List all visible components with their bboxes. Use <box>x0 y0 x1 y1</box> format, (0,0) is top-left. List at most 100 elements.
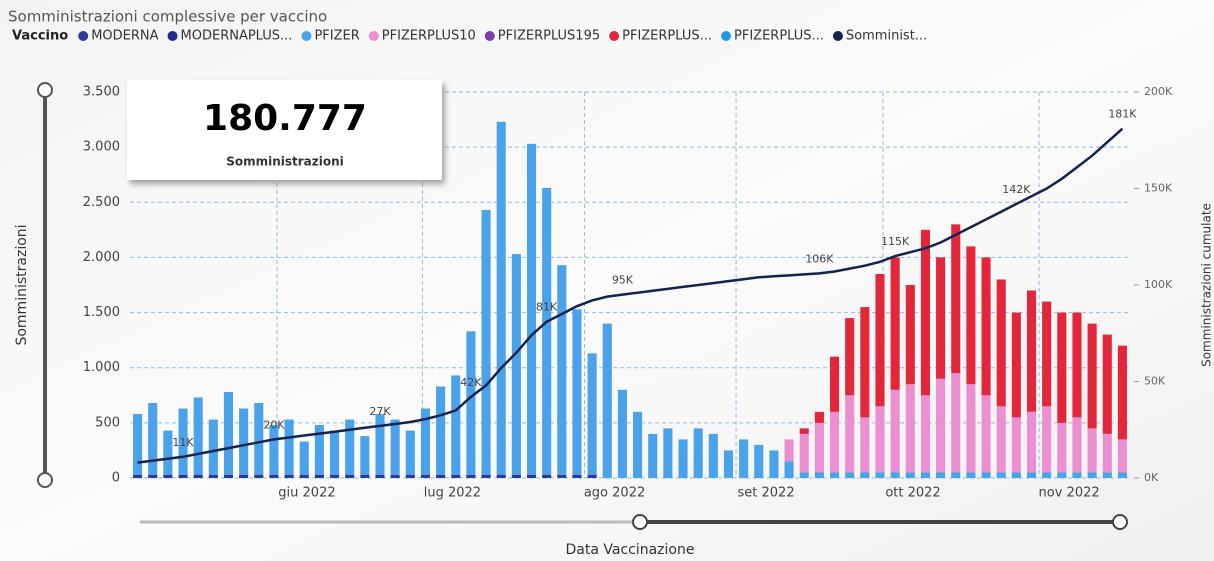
bar <box>208 474 218 478</box>
bar <box>799 433 809 473</box>
y-tick-label: 500 <box>95 415 120 430</box>
bar <box>420 474 430 478</box>
legend-label: MODERNA <box>91 29 158 44</box>
bar <box>223 474 234 478</box>
bar <box>299 474 309 478</box>
bar <box>814 422 824 473</box>
bar <box>360 474 370 478</box>
bar <box>875 406 885 473</box>
bar <box>920 472 930 478</box>
bar <box>405 430 415 475</box>
bar <box>239 474 249 478</box>
bar <box>617 389 627 478</box>
data-label: 95K <box>612 274 634 287</box>
bar <box>254 403 264 475</box>
legend-title: Vaccino <box>12 29 68 44</box>
legend-label: PFIZERPLUS... <box>622 29 712 44</box>
bar <box>511 474 521 478</box>
data-label: 11K <box>172 436 194 449</box>
bar <box>905 285 915 385</box>
bar <box>451 474 461 478</box>
x-tick-label: lug 2022 <box>424 486 481 501</box>
kpi-card: 180.777 Somministrazioni <box>127 80 442 180</box>
bar <box>587 474 597 478</box>
kpi-value: 180.777 <box>203 98 367 139</box>
bar <box>148 474 158 478</box>
bar <box>1087 472 1097 478</box>
bar <box>981 472 991 478</box>
x-tick-label: ago 2022 <box>584 486 645 501</box>
bar <box>314 474 324 478</box>
y2-tick-label: 100K <box>1144 278 1173 291</box>
bar <box>223 391 234 475</box>
bar <box>481 210 491 475</box>
bar <box>496 474 506 478</box>
bar <box>254 474 264 478</box>
slider-handle[interactable] <box>1112 514 1128 530</box>
bar <box>345 474 355 478</box>
bar <box>1011 312 1021 418</box>
bar <box>284 474 294 478</box>
bar <box>511 254 521 475</box>
bar <box>148 403 158 475</box>
bar <box>1057 422 1067 473</box>
bar <box>436 386 446 475</box>
data-label: 42K <box>460 376 482 389</box>
bar <box>163 474 173 478</box>
y-tick-label: 2.000 <box>83 250 120 265</box>
bar <box>830 356 840 412</box>
bar <box>390 474 400 478</box>
bar <box>996 406 1006 473</box>
bar <box>784 439 794 462</box>
bar <box>239 408 249 475</box>
bar <box>1026 411 1037 473</box>
bar <box>920 229 930 396</box>
bar <box>602 323 612 478</box>
bar <box>1117 472 1127 478</box>
bar <box>905 472 915 478</box>
bar <box>178 474 188 478</box>
y-tick-label: 0 <box>112 471 120 486</box>
bar <box>723 450 734 478</box>
bar <box>360 436 370 475</box>
y-axis-title: Somministrazioni <box>14 224 30 345</box>
bar <box>814 472 824 478</box>
bar <box>814 411 824 423</box>
bar <box>284 419 294 475</box>
bar <box>1057 312 1067 423</box>
legend-label: MODERNAPLUS... <box>181 29 293 44</box>
bar <box>951 472 961 478</box>
bar <box>890 257 900 390</box>
bar <box>526 143 537 475</box>
bar <box>1102 433 1112 473</box>
bar <box>951 373 961 473</box>
bar <box>526 474 537 478</box>
kpi-box <box>127 80 442 180</box>
legend-marker <box>484 31 495 41</box>
bar <box>860 417 870 473</box>
legend-marker <box>609 31 620 41</box>
kpi-label: Somministrazioni <box>226 155 344 169</box>
bar <box>739 439 749 478</box>
slider-handle[interactable] <box>37 82 53 98</box>
bar <box>905 384 915 473</box>
y2-tick-label: 50K <box>1144 375 1166 388</box>
bar <box>860 472 870 478</box>
x-tick-label: ott 2022 <box>885 486 940 501</box>
bar <box>754 444 764 478</box>
bar <box>1042 406 1052 473</box>
bar <box>875 273 885 407</box>
bar <box>996 279 1006 407</box>
bar <box>875 472 885 478</box>
bar <box>375 474 385 478</box>
bar <box>1102 472 1112 478</box>
slider-handle[interactable] <box>37 472 53 488</box>
bar <box>678 439 688 478</box>
bar <box>330 430 340 475</box>
bar <box>1011 417 1021 473</box>
slider-handle[interactable] <box>632 514 648 530</box>
data-label: 181K <box>1108 108 1137 121</box>
bar <box>314 425 324 475</box>
bar <box>951 224 961 374</box>
bar <box>890 472 900 478</box>
